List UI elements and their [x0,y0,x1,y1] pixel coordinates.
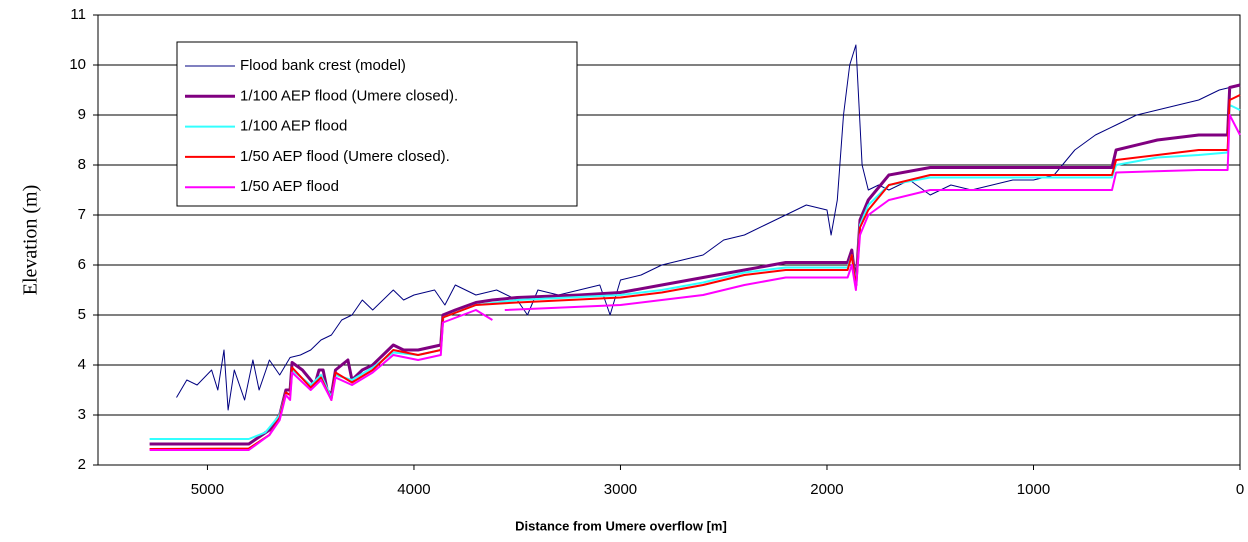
y-tick-label: 11 [70,6,86,23]
y-tick-label: 4 [78,356,86,373]
series-line [149,94,1241,450]
legend-label: Flood bank crest (model) [240,57,406,74]
y-tick-label: 3 [78,406,86,423]
x-tick-label: 1000 [1017,481,1050,498]
y-tick-label: 7 [78,206,86,223]
y-tick-label: 5 [78,306,86,323]
x-axis-label: Distance from Umere overflow [m] [515,518,727,533]
y-axis-label: Elevation (m) [20,185,42,296]
legend-box [176,41,578,207]
y-tick-label: 8 [78,156,86,173]
y-tick-label: 6 [78,256,86,273]
x-tick-label: 0 [1236,481,1244,498]
x-tick-label: 2000 [810,481,843,498]
x-tick-label: 5000 [191,481,224,498]
legend-label: 1/50 AEP flood (Umere closed). [240,148,450,165]
y-tick-label: 9 [78,106,86,123]
legend-label: 1/100 AEP flood [240,118,347,135]
series-line [149,114,1241,451]
x-tick-label: 3000 [604,481,637,498]
series-line [176,44,1241,411]
legend-label: 1/100 AEP flood (Umere closed). [240,87,458,104]
x-tick-label: 4000 [397,481,430,498]
legend-label: 1/50 AEP flood [240,178,339,195]
y-tick-label: 2 [78,456,86,473]
y-tick-label: 10 [69,56,86,73]
plot-border [97,14,1241,466]
